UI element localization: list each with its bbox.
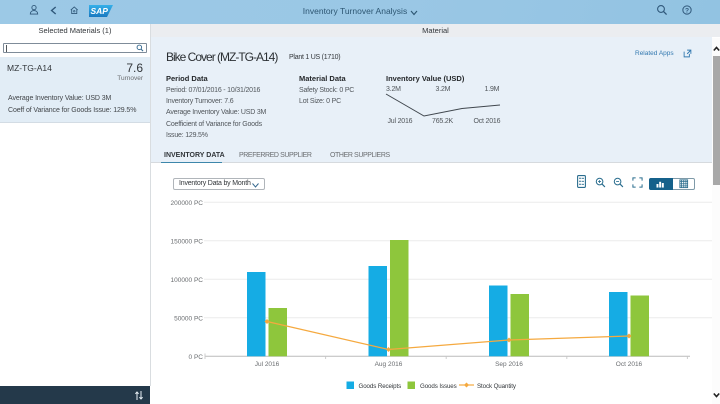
svg-text:Sep 2016: Sep 2016 — [495, 361, 523, 368]
svg-text:100000 PC: 100000 PC — [170, 277, 203, 284]
svg-text:0 PC: 0 PC — [189, 354, 204, 361]
svg-text:Goods Issues: Goods Issues — [420, 383, 457, 390]
svg-text:Jul 2016: Jul 2016 — [255, 361, 280, 368]
svg-text:?: ? — [685, 8, 689, 15]
svg-text:Goods Receipts: Goods Receipts — [359, 383, 402, 390]
svg-text:Stock Quantity: Stock Quantity — [477, 383, 517, 390]
svg-text:50000 PC: 50000 PC — [174, 315, 203, 322]
svg-text:Aug 2016: Aug 2016 — [375, 361, 403, 368]
svg-text:150000 PC: 150000 PC — [170, 238, 203, 245]
svg-text:200000 PC: 200000 PC — [170, 200, 203, 207]
svg-text:Oct 2016: Oct 2016 — [616, 361, 643, 368]
svg-text:SAP: SAP — [91, 6, 109, 16]
